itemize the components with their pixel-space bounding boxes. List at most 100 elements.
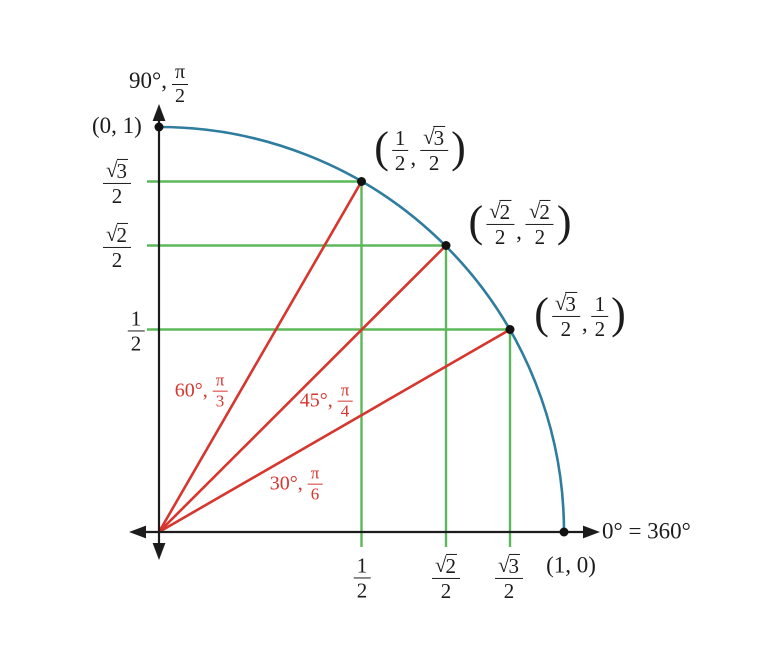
fraction-numerator: 1 xyxy=(127,307,145,332)
fraction-denominator: 3 xyxy=(215,391,225,411)
comma: , xyxy=(410,145,417,171)
angle-label-45-deg: 45°, π 4 xyxy=(300,381,353,421)
open-paren: ( xyxy=(534,289,549,339)
radicand: 2 xyxy=(499,199,512,224)
point-60-deg xyxy=(357,177,366,186)
radicand: 2 xyxy=(539,199,551,224)
point-30-deg xyxy=(505,325,515,334)
y-fraction: √ 3 2 xyxy=(420,125,449,175)
label-point-0-1: (0, 1) xyxy=(92,113,142,138)
label-point-1-0: (1, 0) xyxy=(546,552,596,578)
radius-60-deg xyxy=(157,180,363,533)
fraction-denominator: 2 xyxy=(534,225,546,249)
y-tick-1-over-2: 1 2 xyxy=(127,305,145,356)
open-paren: ( xyxy=(374,123,389,173)
comma: , xyxy=(516,219,522,245)
fraction-denominator: 6 xyxy=(310,484,320,504)
sqrt-sign: √ xyxy=(489,198,500,223)
fraction-denominator: 2 xyxy=(356,578,368,603)
y-axis-down-arrow-icon xyxy=(152,543,166,560)
radicand: 2 xyxy=(445,553,458,578)
open-paren: ( xyxy=(468,197,484,247)
fraction-denominator: 2 xyxy=(560,317,572,341)
fraction-numerator: 1 xyxy=(591,292,609,317)
radicand: 3 xyxy=(565,291,577,316)
fraction-numerator: √ 3 xyxy=(551,290,580,317)
sqrt-sign: √ xyxy=(554,290,566,315)
label-90-degrees: 90°, π 2 xyxy=(129,62,189,107)
y-fraction: √ 2 2 xyxy=(525,198,554,249)
close-paren: ) xyxy=(556,197,572,247)
fraction: √ 3 2 xyxy=(102,157,132,208)
radicand: 2 xyxy=(116,222,129,247)
fraction-denominator: 4 xyxy=(340,401,350,421)
fraction: √ 2 2 xyxy=(102,221,132,272)
fraction-denominator: 2 xyxy=(494,225,506,249)
sqrt-sign: √ xyxy=(105,221,117,246)
fraction-numerator: √ 3 xyxy=(102,157,132,184)
radian-fraction: π 4 xyxy=(337,381,353,421)
fraction-numerator: √ 2 xyxy=(525,198,554,225)
y-tick-sqrt3-over-2: √ 3 2 xyxy=(102,157,132,208)
comma: , xyxy=(581,311,588,337)
label-0-equals-360: 0° = 360° xyxy=(602,518,691,544)
radian-fraction: π 3 xyxy=(212,371,228,411)
point-0-1 xyxy=(154,122,164,132)
pi-over-2-fraction: π 2 xyxy=(171,62,189,107)
angle-degrees: 30°, xyxy=(269,473,303,495)
x-tick-sqrt2-over-2: √ 2 2 xyxy=(431,552,461,603)
fraction-numerator: √ 3 xyxy=(494,552,524,579)
fraction-numerator: √ 2 xyxy=(486,198,515,225)
sqrt-sign: √ xyxy=(528,198,540,223)
point-1-0 xyxy=(559,527,569,537)
fraction-denominator: 2 xyxy=(111,184,123,208)
fraction-numerator: π xyxy=(337,381,353,402)
angle-degrees: 60°, xyxy=(174,380,208,402)
point-45-deg xyxy=(441,241,451,250)
fraction-denominator: 2 xyxy=(440,579,452,603)
radian-fraction: π 6 xyxy=(307,464,323,504)
angle-label-60-deg: 60°, π 3 xyxy=(174,371,228,411)
coord-label-30-deg: ( √ 3 2 , 1 2 ) xyxy=(533,292,627,340)
angle-label-30-deg: 30°, π 6 xyxy=(269,464,323,504)
radicand: 3 xyxy=(508,553,521,578)
fraction-denominator: 2 xyxy=(394,150,406,175)
y-tick-sqrt2-over-2: √ 2 2 xyxy=(102,221,132,272)
x-tick-sqrt3-over-2: √ 3 2 xyxy=(494,552,524,603)
fraction-denominator: 2 xyxy=(503,579,515,603)
fraction-numerator: √ 3 xyxy=(420,125,449,151)
fraction-numerator: √ 2 xyxy=(431,552,461,579)
x-tick-1-over-2: 1 2 xyxy=(353,552,371,603)
fraction: 1 2 xyxy=(353,554,371,603)
sqrt-sign: √ xyxy=(105,157,117,182)
x-fraction: 1 2 xyxy=(391,126,409,175)
fraction-numerator: √ 2 xyxy=(102,221,132,248)
radicand: 3 xyxy=(116,158,129,183)
x-axis-right-arrow-icon xyxy=(583,525,600,539)
fraction-numerator: π xyxy=(171,62,189,85)
sqrt-sign: √ xyxy=(434,552,446,577)
close-paren: ) xyxy=(451,123,466,173)
fraction: √ 2 2 xyxy=(431,552,461,603)
degrees-text: 90°, xyxy=(129,67,167,93)
x-axis-left-arrow-icon xyxy=(129,525,146,539)
fraction-numerator: π xyxy=(212,371,228,392)
fraction: √ 3 2 xyxy=(494,552,524,603)
fraction-numerator: 1 xyxy=(391,126,409,151)
fraction-denominator: 2 xyxy=(175,85,185,107)
fraction-denominator: 2 xyxy=(428,151,440,175)
coord-label-60-deg: ( 1 2 , √ 3 2 ) xyxy=(373,126,467,174)
y-fraction: 1 2 xyxy=(591,292,609,341)
coord-label-45-deg: ( √ 2 2 , √ 2 2 ) xyxy=(467,200,572,248)
fraction-numerator: 1 xyxy=(353,554,371,579)
fraction-denominator: 2 xyxy=(130,331,142,356)
radicand: 3 xyxy=(433,125,446,150)
x-fraction: √ 2 2 xyxy=(486,198,515,249)
fraction-denominator: 2 xyxy=(594,316,606,341)
fraction-denominator: 2 xyxy=(111,248,123,272)
radius-30-deg xyxy=(158,328,511,534)
sqrt-sign: √ xyxy=(497,552,509,577)
fraction: 1 2 xyxy=(127,307,145,356)
